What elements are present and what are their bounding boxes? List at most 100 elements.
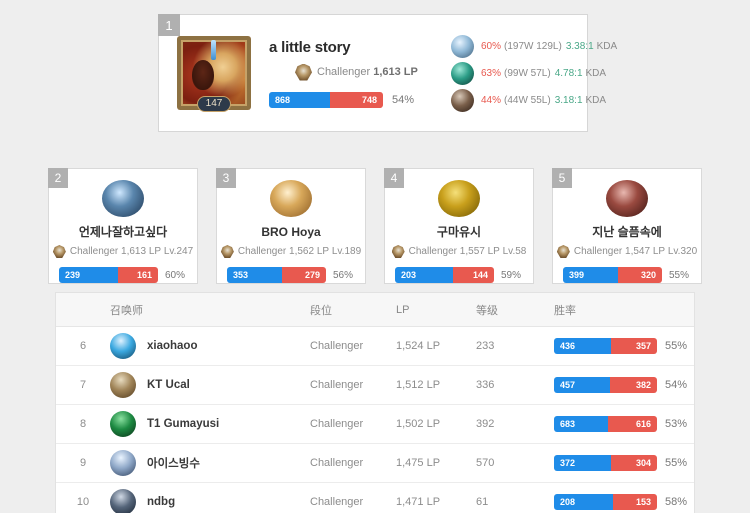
winloss-bar: 353 279 [227,267,326,283]
row-summoner[interactable]: 아이스빙수 [110,450,310,476]
row-level: 570 [476,457,495,469]
winloss-bar: 436 357 [554,338,657,354]
challenger-emblem-icon [391,245,405,258]
row-level: 336 [476,379,495,391]
wins-segment: 868 [269,91,331,108]
row-summoner[interactable]: ndbg [110,489,310,513]
player-card-5[interactable]: 5 지난 슬픔속에 Challenger 1,547 LP Lv.320 399… [552,168,702,284]
summoner-avatar-icon [110,333,136,359]
column-header-summoner[interactable]: 召唤师 [110,304,143,317]
top-player-card[interactable]: 147 a little story Challenger 1,613 LP 8… [158,14,617,132]
column-header-lp[interactable]: LP [396,303,410,316]
winrate-value: 59% [501,269,522,281]
rank-badge-1: 1 [158,14,180,36]
summoner-name[interactable]: 지난 슬픔속에 [592,225,662,239]
summoner-avatar[interactable] [102,180,144,217]
row-summoner[interactable]: xiaohaoo [110,333,310,359]
row-winrate-cell: 457 382 54% [554,377,694,393]
hero-summoner-name[interactable]: a little story [269,38,351,56]
winloss-bar: 399 320 [563,267,662,283]
summoner-avatar-icon [110,372,136,398]
wins-segment: 683 [554,416,609,432]
column-header-level[interactable]: 等级 [476,304,498,317]
champion-record: (99W 57L) [504,67,551,79]
winloss-bar: 683 616 [554,416,657,432]
top-players-row: 2 언제나잘하고싶다 Challenger 1,613 LP Lv.247 23… [48,168,702,284]
row-level: 61 [476,496,489,508]
rank-badge-3: 3 [216,168,236,188]
challenger-emblem-icon [295,63,312,81]
summoner-name[interactable]: 언제나잘하고싶다 [78,225,168,239]
row-winrate-cell: 372 304 55% [554,455,694,471]
champion-icon [451,61,474,85]
challenger-emblem-icon [52,245,66,258]
challenger-emblem-icon [556,245,570,258]
row-tier: Challenger [310,457,364,469]
champion-stats-list: 60% (197W 129L) 3.38:1 KDA 63% (99W 57L)… [451,33,627,114]
row-summoner-name: xiaohaoo [147,340,198,352]
level-value: Lv.189 [331,246,362,257]
summoner-name[interactable]: 구마유시 [436,225,482,239]
losses-segment: 382 [610,377,657,393]
table-row[interactable]: 6 xiaohaoo Challenger 1,524 LP 233 436 3… [56,327,694,366]
hero-tier-label: Challenger [317,66,371,78]
losses-segment: 161 [118,267,158,283]
summoner-name[interactable]: BRO Hoya [261,225,321,239]
champion-stat-row[interactable]: 44% (44W 55L) 3.18:1 KDA [451,87,617,114]
lp-value: 1,547 LP [625,246,666,257]
winrate-value: 55% [669,269,690,281]
wins-segment: 239 [59,267,119,283]
lp-value: 1,557 LP [459,246,500,257]
hero-info: a little story Challenger 1,613 LP 868 7… [269,39,429,108]
tier-line: Challenger 1,613 LP Lv.247 [52,245,194,258]
table-row[interactable]: 8 T1 Gumayusi Challenger 1,502 LP 392 68… [56,405,694,444]
column-header-tier[interactable]: 段位 [310,304,332,317]
rank-badge-4: 4 [384,168,404,188]
hero-avatar[interactable]: 147 [177,36,251,112]
champion-kda-label: KDA [596,40,618,52]
table-row[interactable]: 7 KT Ucal Challenger 1,512 LP 336 457 38… [56,366,694,405]
winloss-bar: 203 144 [395,267,494,283]
losses-segment: 357 [610,338,657,354]
summoner-avatar[interactable] [438,180,480,217]
summoner-avatar[interactable] [606,180,648,217]
row-summoner[interactable]: T1 Gumayusi [110,411,310,437]
table-row[interactable]: 9 아이스빙수 Challenger 1,475 LP 570 372 304 … [56,444,694,483]
champion-kda: 3.18:1 [554,94,583,106]
row-rank: 10 [76,496,90,508]
player-card-3[interactable]: 3 BRO Hoya Challenger 1,562 LP Lv.189 35… [216,168,366,284]
row-summoner-name: KT Ucal [147,379,190,391]
column-header-winrate[interactable]: 胜率 [554,304,576,317]
champion-stat-row[interactable]: 60% (197W 129L) 3.38:1 KDA [451,33,617,60]
level-value: Lv.58 [502,246,527,257]
level-value: Lv.247 [163,246,194,257]
champion-kda: 4.78:1 [554,67,583,79]
row-winrate-value: 54% [665,379,688,391]
winloss-row: 353 279 56% [217,267,365,283]
wins-segment: 457 [554,377,611,393]
champion-stat-row[interactable]: 63% (99W 57L) 4.78:1 KDA [451,60,617,87]
table-row[interactable]: 10 ndbg Challenger 1,471 LP 61 208 153 5… [56,483,694,513]
champion-icon [451,88,474,112]
row-summoner-name: 아이스빙수 [147,458,200,470]
tier-label: Challenger [408,246,458,257]
row-summoner-name: ndbg [147,496,176,508]
row-tier: Challenger [310,418,364,430]
winloss-row: 399 320 55% [553,267,701,283]
row-summoner[interactable]: KT Ucal [110,372,310,398]
lp-value: 1,562 LP [289,246,330,257]
player-card-4[interactable]: 4 구마유시 Challenger 1,557 LP Lv.58 203 144… [384,168,534,284]
losses-segment: 279 [282,267,326,283]
row-level: 392 [476,418,495,430]
winloss-bar: 868 748 [269,91,383,108]
table-header-row: 召唤师 段位 LP 等级 胜率 [56,293,694,327]
row-rank: 7 [79,379,87,391]
lp-value: 1,613 LP [121,246,162,257]
champion-record: (44W 55L) [504,94,551,106]
summoner-avatar[interactable] [270,180,312,217]
row-lp: 1,502 LP [396,418,441,430]
player-card-2[interactable]: 2 언제나잘하고싶다 Challenger 1,613 LP Lv.247 23… [48,168,198,284]
tier-line: Challenger 1,547 LP Lv.320 [556,245,697,258]
champion-winrate: 60% [481,40,502,52]
winloss-bar: 457 382 [554,377,657,393]
